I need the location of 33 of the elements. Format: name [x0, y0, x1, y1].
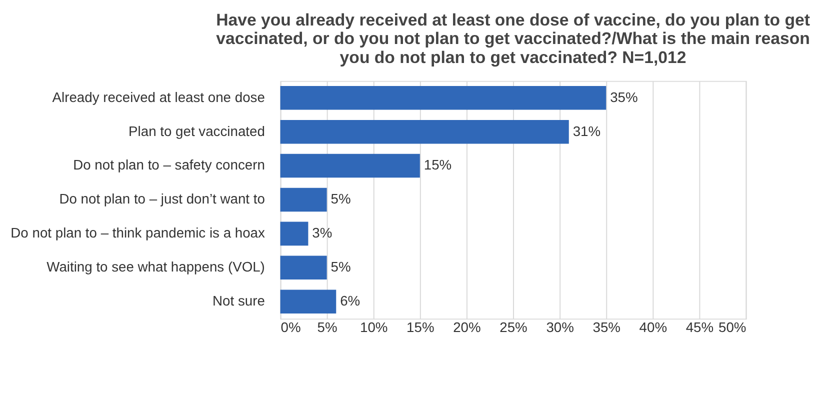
x-tick-label: 25% [500, 318, 528, 335]
y-tick-label: Do not plan to – just don’t want to [59, 190, 266, 207]
bar [280, 154, 420, 178]
bar [280, 120, 569, 144]
x-tick-label: 50% [718, 318, 746, 335]
x-tick-label: 30% [546, 318, 574, 335]
bar [280, 222, 308, 246]
x-tick-label: 20% [453, 318, 481, 335]
chart-title: Have you already received at least one dose of vaccine, do you plan to get vaccinated, or do you not plan to get vaccinated?/What is the main reason you do not plan to get vaccinated? N=1,012 [216, 10, 810, 68]
x-tick-label: 15% [406, 318, 434, 335]
bar [280, 188, 327, 212]
y-tick-label: Do not plan to – safety concern [73, 156, 265, 173]
x-tick-label: 5% [317, 318, 338, 335]
data-label: 35% [610, 88, 638, 105]
x-tick-label: 35% [592, 318, 620, 335]
x-tick-label: 0% [280, 318, 301, 335]
y-tick-label: Not sure [212, 292, 266, 309]
data-label: 5% [330, 258, 351, 275]
data-label: 31% [572, 122, 601, 139]
bar [280, 256, 327, 280]
data-label: 6% [340, 292, 360, 309]
x-tick-label: 40% [639, 318, 668, 335]
y-tick-label: Do not plan to – think pandemic is a hoax [10, 224, 265, 241]
data-label: 5% [330, 190, 351, 207]
y-tick-label: Waiting to see what happens (VOL) [46, 258, 265, 275]
bar [280, 290, 336, 314]
y-tick-label: Plan to get vaccinated [128, 122, 265, 139]
x-tick-label: 45% [686, 318, 714, 335]
y-tick-label: Already received at least one dose [52, 88, 266, 105]
data-label: 15% [424, 156, 452, 173]
data-label: 3% [312, 224, 332, 241]
x-tick-label: 10% [360, 318, 388, 335]
bar [280, 86, 606, 110]
